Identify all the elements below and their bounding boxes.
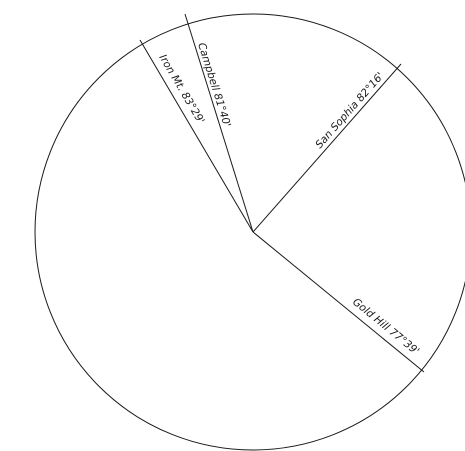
ray-iron-mt-west: [139, 39, 254, 233]
ray-san-sophia: [252, 63, 402, 233]
ray-iron-mt-campbell: [184, 13, 254, 233]
label-san-sophia: San Sophia 82°16': [313, 70, 386, 151]
label-iron-mt: Iron Mt. 83°29': [156, 52, 206, 126]
label-gold-hill: Gold Hill 77°39': [350, 296, 421, 357]
ray-gold-hill: [252, 231, 425, 373]
boundary-circle: [34, 13, 465, 451]
